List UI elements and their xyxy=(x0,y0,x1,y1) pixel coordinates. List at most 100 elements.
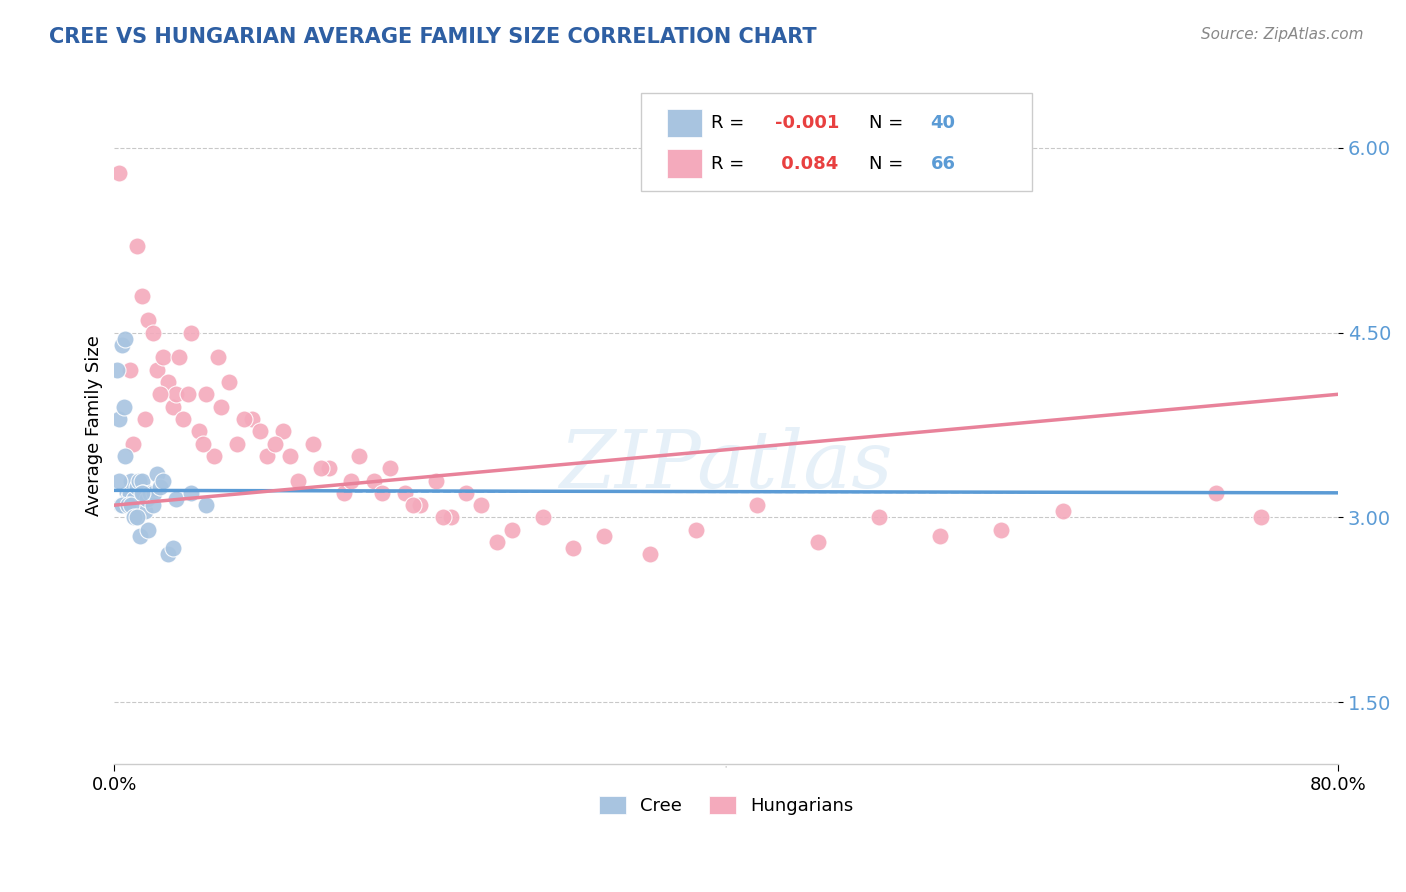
Point xyxy=(131,486,153,500)
Text: 66: 66 xyxy=(931,154,956,172)
Point xyxy=(114,449,136,463)
Point xyxy=(136,523,159,537)
Text: R =: R = xyxy=(711,154,751,172)
Point xyxy=(132,486,155,500)
Point xyxy=(167,351,190,365)
Point xyxy=(318,461,340,475)
Point xyxy=(531,510,554,524)
Point xyxy=(302,436,325,450)
Point xyxy=(118,362,141,376)
Point xyxy=(501,523,523,537)
Point xyxy=(309,461,332,475)
Point xyxy=(256,449,278,463)
Point xyxy=(485,535,508,549)
Point xyxy=(107,362,129,376)
Text: N =: N = xyxy=(869,114,910,132)
Point xyxy=(165,491,187,506)
Point xyxy=(131,474,153,488)
Point xyxy=(165,387,187,401)
Point xyxy=(108,474,131,488)
Point xyxy=(135,491,157,506)
Point xyxy=(409,498,432,512)
Point xyxy=(131,289,153,303)
Point xyxy=(1205,486,1227,500)
Point xyxy=(685,523,707,537)
Point xyxy=(156,375,179,389)
Point xyxy=(211,400,233,414)
Point xyxy=(456,486,478,500)
Point xyxy=(110,498,132,512)
Point xyxy=(1250,510,1272,524)
Point xyxy=(347,449,370,463)
Point xyxy=(162,541,184,556)
Point xyxy=(180,486,202,500)
Point xyxy=(225,436,247,450)
Point xyxy=(138,486,160,500)
Point xyxy=(180,326,202,340)
Point xyxy=(152,474,174,488)
Point xyxy=(117,498,139,512)
Point xyxy=(111,498,134,512)
Text: N =: N = xyxy=(869,154,910,172)
Point xyxy=(112,400,135,414)
Point xyxy=(146,362,169,376)
Point xyxy=(129,529,152,543)
Point xyxy=(143,486,166,500)
Text: ZIPatlas: ZIPatlas xyxy=(560,427,893,505)
Point xyxy=(124,491,146,506)
Legend: Cree, Hungarians: Cree, Hungarians xyxy=(592,789,860,822)
Point xyxy=(108,412,131,426)
Point xyxy=(278,449,301,463)
Point xyxy=(807,535,830,549)
Point xyxy=(371,486,394,500)
Point xyxy=(218,375,240,389)
Point xyxy=(121,436,143,450)
Point xyxy=(156,548,179,562)
Point xyxy=(1052,504,1074,518)
Text: -0.001: -0.001 xyxy=(775,114,839,132)
Point xyxy=(240,412,263,426)
Point xyxy=(152,351,174,365)
Point xyxy=(440,510,463,524)
Point xyxy=(146,467,169,482)
Point xyxy=(191,436,214,450)
Point xyxy=(207,351,229,365)
Point xyxy=(378,461,401,475)
Point xyxy=(120,498,142,512)
Point xyxy=(115,486,138,500)
Point xyxy=(562,541,585,556)
Point xyxy=(136,313,159,327)
Text: CREE VS HUNGARIAN AVERAGE FAMILY SIZE CORRELATION CHART: CREE VS HUNGARIAN AVERAGE FAMILY SIZE CO… xyxy=(49,27,817,46)
Point xyxy=(363,474,385,488)
Point xyxy=(425,474,447,488)
Point xyxy=(124,510,146,524)
Point xyxy=(149,480,172,494)
Point xyxy=(264,436,287,450)
Point xyxy=(117,491,139,506)
Point xyxy=(128,474,150,488)
Point xyxy=(333,486,356,500)
Point xyxy=(195,498,218,512)
Point xyxy=(401,498,423,512)
Point xyxy=(108,165,131,179)
Text: R =: R = xyxy=(711,114,751,132)
Point xyxy=(271,424,294,438)
Point xyxy=(592,529,614,543)
Point xyxy=(187,424,209,438)
Point xyxy=(470,498,492,512)
Point xyxy=(249,424,271,438)
Point xyxy=(929,529,952,543)
Point xyxy=(233,412,256,426)
Text: 40: 40 xyxy=(931,114,956,132)
Point xyxy=(127,239,149,253)
Bar xyxy=(668,149,702,178)
Point xyxy=(127,480,149,494)
Point xyxy=(177,387,200,401)
Point xyxy=(114,332,136,346)
Point xyxy=(118,486,141,500)
Point xyxy=(149,387,172,401)
Point xyxy=(121,504,143,518)
Y-axis label: Average Family Size: Average Family Size xyxy=(86,334,103,516)
Point xyxy=(868,510,890,524)
Point xyxy=(120,474,142,488)
